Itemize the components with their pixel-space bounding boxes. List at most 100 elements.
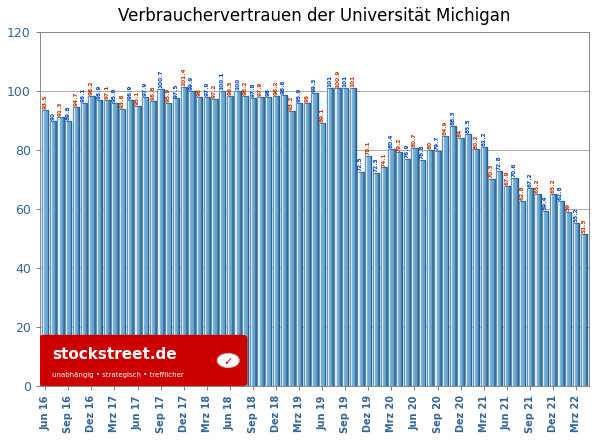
Text: 93.2: 93.2 <box>289 96 294 110</box>
Text: 72.3: 72.3 <box>374 157 378 172</box>
Text: 94.7: 94.7 <box>73 92 79 106</box>
Bar <box>73 107 79 386</box>
Bar <box>226 96 233 386</box>
Bar <box>96 100 103 386</box>
Bar <box>550 194 556 386</box>
Text: 59.4: 59.4 <box>543 195 548 210</box>
Bar <box>427 150 428 386</box>
Bar <box>219 91 225 386</box>
Bar <box>473 150 474 386</box>
Bar <box>511 178 517 386</box>
Bar <box>232 96 233 386</box>
Bar <box>188 92 190 386</box>
Bar <box>542 211 548 386</box>
Bar <box>42 110 44 386</box>
Bar <box>380 168 381 386</box>
Bar <box>434 151 440 386</box>
Text: 96: 96 <box>305 94 309 102</box>
Bar <box>373 173 374 386</box>
Bar <box>455 125 456 386</box>
Bar <box>296 103 302 386</box>
Bar <box>73 107 79 386</box>
Bar <box>96 100 97 386</box>
Bar <box>465 134 471 386</box>
Bar <box>342 88 343 386</box>
Bar <box>396 152 402 386</box>
Bar <box>204 97 210 386</box>
Bar <box>527 188 533 386</box>
Bar <box>111 103 113 386</box>
Bar <box>504 186 510 386</box>
Bar <box>178 99 179 386</box>
Bar <box>586 234 587 386</box>
Text: 98: 98 <box>266 88 271 96</box>
Text: 98.2: 98.2 <box>274 81 278 95</box>
Bar <box>50 121 56 386</box>
Bar <box>473 150 479 386</box>
Bar <box>163 89 164 386</box>
Bar <box>434 151 440 386</box>
Bar <box>557 201 558 386</box>
Bar <box>358 172 364 386</box>
Bar <box>57 117 64 386</box>
Text: 97.5: 97.5 <box>173 83 178 98</box>
Bar <box>157 89 164 386</box>
Bar <box>581 234 582 386</box>
Bar <box>373 173 379 386</box>
Bar <box>504 186 505 386</box>
Bar <box>209 97 210 386</box>
Text: 89.8: 89.8 <box>66 106 71 120</box>
Bar <box>204 97 210 386</box>
Bar <box>170 103 172 386</box>
Bar <box>71 121 72 386</box>
Bar <box>565 212 572 386</box>
Bar <box>434 151 436 386</box>
Bar <box>511 178 517 386</box>
Text: 72.5: 72.5 <box>358 157 363 171</box>
Text: 101: 101 <box>343 75 347 87</box>
Text: 76.9: 76.9 <box>404 144 409 158</box>
Bar <box>365 156 371 386</box>
Bar <box>450 125 456 386</box>
Bar <box>142 97 148 386</box>
Bar <box>532 188 533 386</box>
Bar <box>265 97 271 386</box>
Bar <box>119 110 125 386</box>
Bar <box>309 103 310 386</box>
Bar <box>181 87 187 386</box>
Bar <box>358 172 364 386</box>
Bar <box>388 149 395 386</box>
Bar <box>350 88 351 386</box>
Bar <box>450 125 456 386</box>
Text: 78.1: 78.1 <box>366 140 371 155</box>
Bar <box>165 103 172 386</box>
Bar <box>504 186 510 386</box>
Bar <box>442 136 448 386</box>
Text: 101: 101 <box>327 75 333 87</box>
Bar <box>196 97 197 386</box>
Bar <box>403 159 410 386</box>
Bar <box>303 103 305 386</box>
Bar <box>101 100 103 386</box>
Text: 80.4: 80.4 <box>389 133 394 148</box>
Bar <box>332 88 333 386</box>
Text: 55.2: 55.2 <box>573 208 579 222</box>
Text: 67.2: 67.2 <box>527 172 532 187</box>
Bar <box>409 159 410 386</box>
Text: 80.2: 80.2 <box>473 134 479 149</box>
Bar <box>88 96 95 386</box>
Bar <box>334 88 336 386</box>
Text: 98.2: 98.2 <box>89 81 94 95</box>
Text: unabhängig • strategisch • trefflicher: unabhängig • strategisch • trefflicher <box>52 372 184 378</box>
Bar <box>134 106 141 386</box>
Bar <box>542 211 548 386</box>
Bar <box>511 178 513 386</box>
Bar <box>281 95 287 386</box>
Bar <box>327 88 328 386</box>
Bar <box>550 194 551 386</box>
Text: 93.8: 93.8 <box>120 94 125 109</box>
Bar <box>255 98 256 386</box>
Bar <box>104 99 110 386</box>
Text: 101: 101 <box>350 75 355 87</box>
Text: 98: 98 <box>197 88 201 96</box>
